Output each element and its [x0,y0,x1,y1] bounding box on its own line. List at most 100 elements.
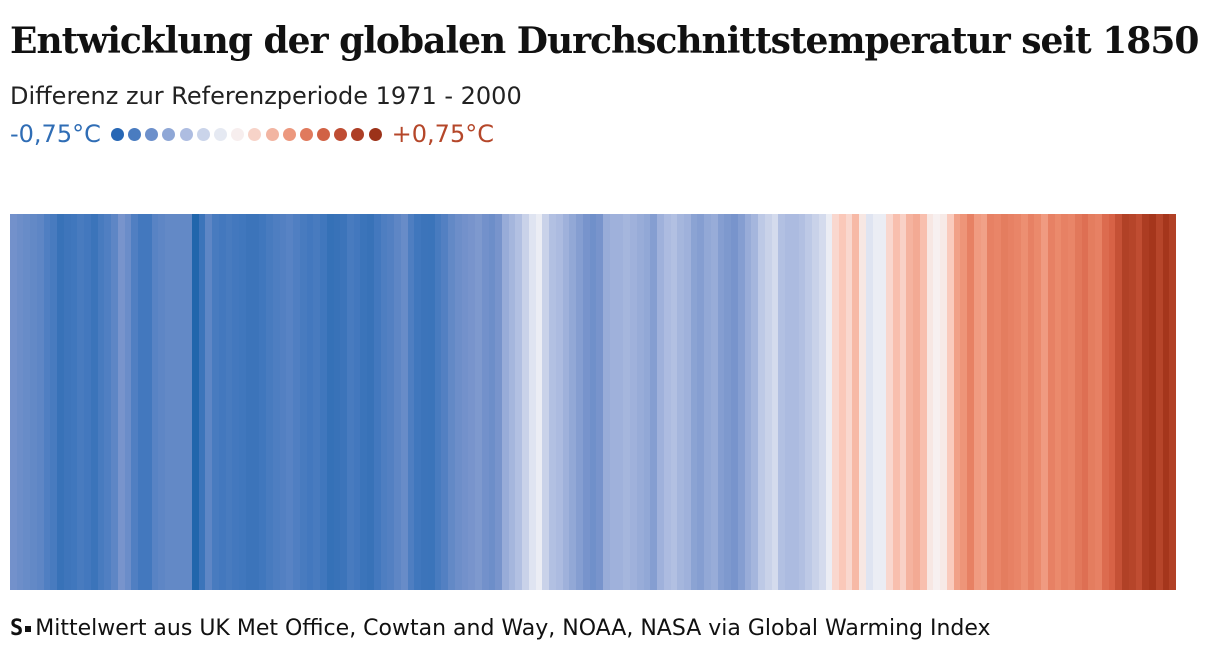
stripe-1910 [414,214,422,590]
legend-dot-5 [179,127,193,141]
stripe-1879 [205,214,213,590]
stripe-2016 [1129,214,1137,590]
stripe-2021 [1163,214,1170,590]
stripe-1865 [111,214,119,590]
stripe-1883 [232,214,240,590]
stripe-1995 [987,214,995,590]
stripe-1893 [300,214,308,590]
stripe-2015 [1122,214,1130,590]
stripe-1953 [704,214,712,590]
stripe-1964 [778,214,786,590]
stripe-1952 [697,214,705,590]
stripe-1921 [489,214,496,590]
stripe-1898 [334,214,341,590]
stripe-1994 [981,214,988,590]
chart-subtitle: Differenz zur Referenzperiode 1971 - 200… [10,82,522,110]
stripe-1971 [826,214,833,590]
stripe-1863 [98,214,105,590]
stripe-1928 [536,214,543,590]
stripe-2007 [1068,214,1076,590]
stripe-1920 [482,214,490,590]
stripe-1886 [253,214,260,590]
stripe-1977 [866,214,874,590]
stripe-1935 [583,214,591,590]
stripe-1923 [502,214,510,590]
legend-dot-4 [162,127,176,141]
legend-dot-10 [265,127,279,141]
legend-dot-2 [128,127,142,141]
stripe-1940 [617,214,624,590]
legend-dot-16 [368,127,382,141]
stripe-1965 [785,214,793,590]
stripe-1950 [684,214,692,590]
stripe-1933 [569,214,577,590]
stripe-1862 [91,214,99,590]
stripe-1872 [158,214,166,590]
stripe-1881 [219,214,227,590]
stripe-1945 [650,214,658,590]
stripe-1958 [738,214,746,590]
stripe-2010 [1088,214,1096,590]
stripe-2011 [1095,214,1103,590]
stripe-1878 [199,214,206,590]
stripe-1980 [886,214,894,590]
stripe-2006 [1061,214,1069,590]
stripe-1905 [381,214,388,590]
stripe-1852 [23,214,31,590]
stripe-1919 [475,214,483,590]
stripe-1877 [192,214,200,590]
stripe-1938 [603,214,611,590]
stripe-1888 [266,214,274,590]
stripe-1909 [408,214,415,590]
stripe-2018 [1142,214,1150,590]
stripe-1970 [819,214,827,590]
stripe-2017 [1136,214,1143,590]
stripe-1985 [920,214,928,590]
stripe-1960 [751,214,759,590]
legend-dot-8 [231,127,245,141]
stripe-1947 [664,214,672,590]
stripe-1974 [846,214,853,590]
stripe-1857 [57,214,65,590]
stripe-1963 [772,214,779,590]
legend-min-label: -0,75°C [10,120,101,148]
stripe-1941 [623,214,631,590]
source-text: Mittelwert aus UK Met Office, Cowtan and… [35,616,991,641]
legend-color-scale [110,127,382,141]
stripe-1859 [71,214,78,590]
stripe-1969 [812,214,820,590]
stripe-1855 [44,214,51,590]
publisher-logo: S [10,616,24,641]
stripe-1939 [610,214,618,590]
stripe-1943 [637,214,645,590]
stripe-1868 [131,214,139,590]
stripe-1978 [873,214,880,590]
stripe-1914 [441,214,449,590]
stripe-1992 [967,214,975,590]
stripe-1973 [839,214,847,590]
chart-title: Entwicklung der globalen Durchschnittste… [10,20,1199,62]
stripe-1982 [900,214,907,590]
stripe-1884 [239,214,247,590]
stripe-2019 [1149,214,1157,590]
stripe-2009 [1082,214,1089,590]
stripe-1901 [354,214,361,590]
legend-dot-6 [196,127,210,141]
stripe-1904 [374,214,382,590]
stripe-2008 [1075,214,1083,590]
stripe-1885 [246,214,254,590]
stripe-1850 [10,214,18,590]
stripe-1991 [960,214,968,590]
stripe-1864 [104,214,112,590]
stripe-1972 [832,214,840,590]
stripe-2003 [1041,214,1049,590]
stripe-1954 [711,214,719,590]
legend-dot-15 [351,127,365,141]
stripe-1875 [178,214,186,590]
stripe-1906 [387,214,395,590]
stripe-1896 [320,214,328,590]
stripe-1911 [421,214,429,590]
stripe-1993 [974,214,982,590]
stripe-1861 [84,214,92,590]
stripe-1979 [879,214,887,590]
